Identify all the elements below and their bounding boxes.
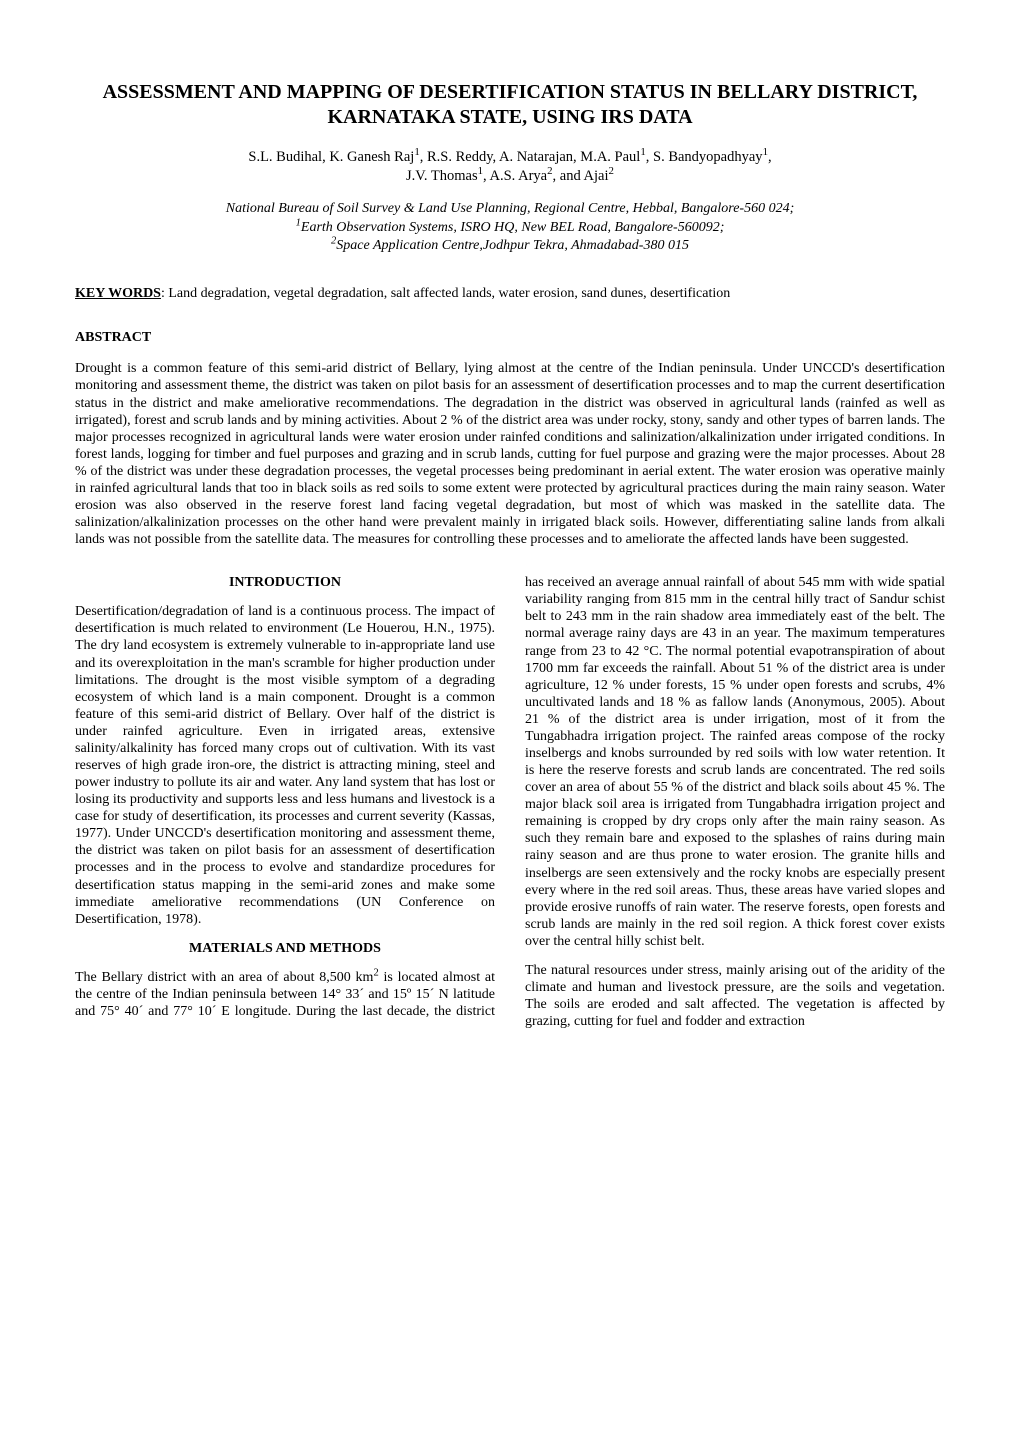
keywords-text: : Land degradation, vegetal degradation,… [161,286,730,301]
abstract-body: Drought is a common feature of this semi… [75,360,945,548]
title-line-1: ASSESSMENT AND MAPPING OF DESERTIFICATIO… [103,81,918,103]
affiliation-2: Earth Observation Systems, ISRO HQ, New … [301,220,724,235]
materials-para-1-pre: The Bellary district with an area of abo… [75,970,373,985]
affiliation-3: Space Application Centre,Jodhpur Tekra, … [336,238,689,253]
authors-line2-b: , A.S. Arya [483,168,547,184]
affiliation-1: National Bureau of Soil Survey & Land Us… [226,201,795,216]
authors-part-3: , S. Bandyopadhyay [646,149,763,165]
authors-line2-a: J.V. Thomas [406,168,478,184]
authors-part-2: , R.S. Reddy, A. Natarajan, M.A. Paul [420,149,641,165]
keywords-line: KEY WORDS: Land degradation, vegetal deg… [75,286,945,302]
paper-title: ASSESSMENT AND MAPPING OF DESERTIFICATIO… [75,80,945,130]
introduction-heading: INTRODUCTION [75,574,495,591]
affil-sup-2b: 2 [609,165,614,177]
keywords-label: KEY WORDS [75,286,161,301]
authors-block: S.L. Budihal, K. Ganesh Raj 1 , R.S. Reddy… [75,148,945,186]
affil-sup-1c: 1 [763,146,768,158]
abstract-heading: ABSTRACT [75,330,945,346]
materials-para-2: The natural resources under stress, main… [525,962,945,1030]
body-columns: INTRODUCTION Desertification/degradation… [75,574,945,1031]
authors-line2-c: , and Ajai [553,168,609,184]
materials-heading: MATERIALS AND METHODS [75,940,495,957]
introduction-para-1: Desertification/degradation of land is a… [75,603,495,927]
authors-part-1: S.L. Budihal, K. Ganesh Raj [248,149,414,165]
page: ASSESSMENT AND MAPPING OF DESERTIFICATIO… [0,0,1020,1443]
affiliations-block: National Bureau of Soil Survey & Land Us… [75,200,945,257]
title-line-2: KARNATAKA STATE, USING IRS DATA [327,106,692,128]
